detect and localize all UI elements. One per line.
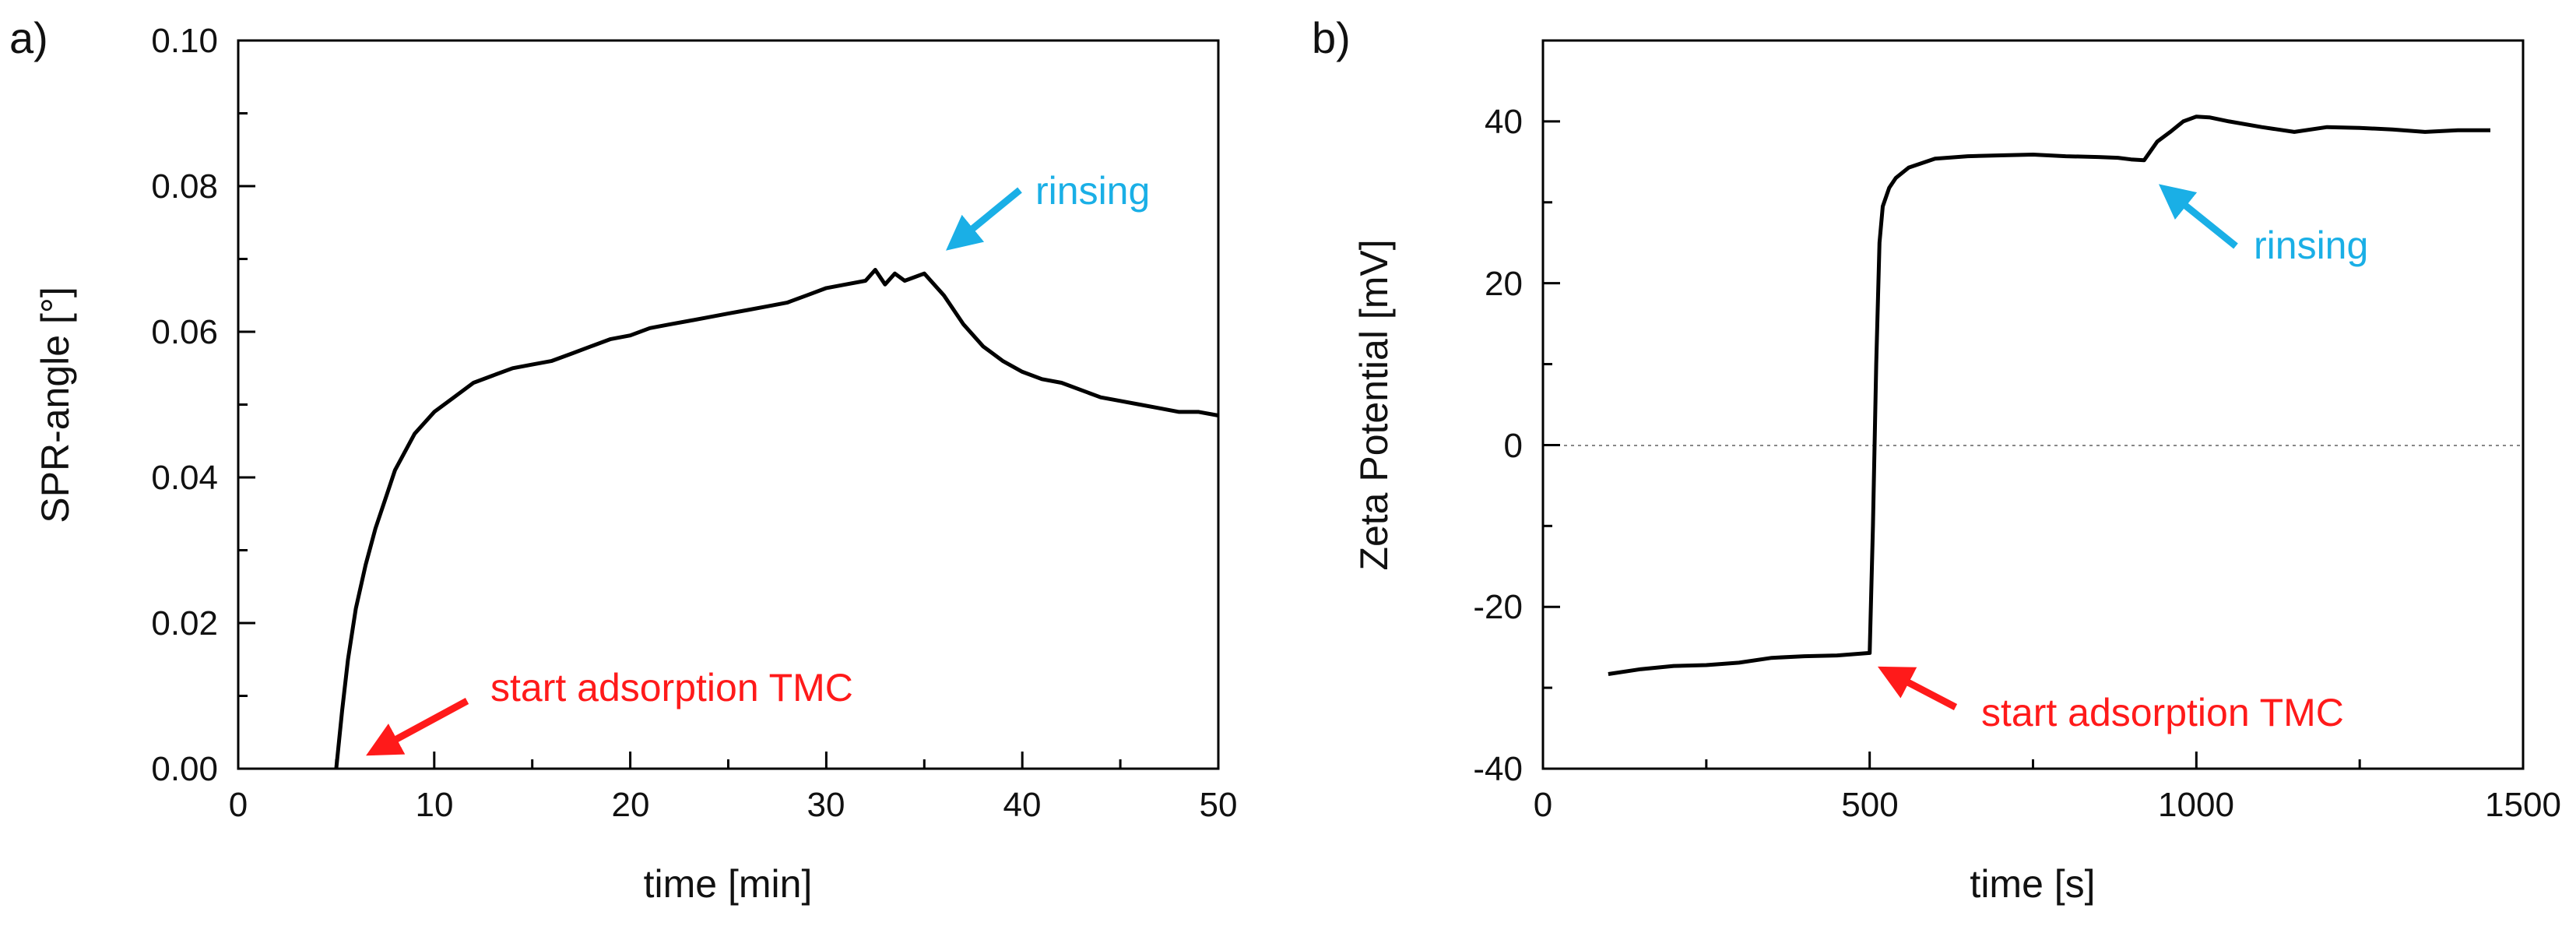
panel-a-y-tick-label: 0.04 [151,459,218,497]
panel-b-plot-frame [1541,39,2525,770]
panel-a-rinsing-label: rinsing [1035,169,1150,213]
panel-b-x-tick-label: 500 [1841,786,1898,824]
panel-a-rinsing-arrow [946,187,1022,251]
panel-a-series-line [334,268,1219,769]
panel-a-start-adsorption-arrow [366,698,469,756]
panel-b-x-tick-label: 1500 [2485,786,2561,824]
panel-a-plot-frame [237,39,1220,770]
panel-b-y-tick-label: 20 [1485,265,1523,303]
panel-b-start-adsorption-arrow [1878,666,1958,710]
panel-a-y-tick-label: 0.10 [151,22,218,60]
panel-a-x-tick-label: 20 [612,786,650,824]
panel-b-y-tick-label: 0 [1504,427,1523,465]
panel-b-y-tick-label: 40 [1485,103,1523,141]
panel-b-start-adsorption-label: start adsorption TMC [1981,691,2344,734]
panel-a-y-tick-label: 0.02 [151,604,218,643]
panel-b-x-axis-title: time [s] [1970,862,2095,906]
panel-b-rinsing-label: rinsing [2254,224,2368,267]
panel-a-label: a) [9,13,48,62]
panel-b-x-tick-label: 0 [1534,786,1552,824]
panel-a: a) 0 10 20 30 40 50 0.00 0.02 0.04 0.06 … [9,13,1237,906]
panel-b-series-line [1608,114,2490,676]
panel-a-y-tick-labels: 0.00 0.02 0.04 0.06 0.08 0.10 [151,22,218,788]
panel-a-x-tick-labels: 0 10 20 30 40 50 [229,786,1238,824]
panel-a-x-tick-label: 0 [229,786,248,824]
panel-b-x-tick-labels: 0 500 1000 1500 [1534,786,2561,824]
panel-a-x-tick-label: 30 [807,786,845,824]
panel-b-y-tick-labels: -40 -20 0 20 40 [1473,103,1523,788]
panel-a-start-adsorption-label: start adsorption TMC [490,666,853,709]
panel-a-x-tick-label: 40 [1003,786,1042,824]
panel-b-label: b) [1312,13,1351,62]
panel-b-ticks [1541,39,2525,770]
panel-b-y-axis-title: Zeta Potential [mV] [1352,239,1396,570]
panel-a-y-axis-title: SPR-angle [°] [33,287,77,523]
panel-a-x-tick-label: 50 [1200,786,1238,824]
panel-b-rinsing-arrow [2158,184,2238,249]
panel-a-x-axis-title: time [min] [644,862,813,906]
panel-b-x-tick-label: 1000 [2158,786,2234,824]
panel-b-y-tick-label: -40 [1473,750,1523,788]
panel-a-y-tick-label: 0.00 [151,750,218,788]
panel-a-y-tick-label: 0.08 [151,167,218,206]
panel-b: b) 0 500 1000 1500 -40 -20 0 20 40 time … [1312,13,2561,906]
panel-a-x-tick-label: 10 [416,786,454,824]
panel-a-y-tick-label: 0.06 [151,313,218,351]
panel-b-y-tick-label: -20 [1473,588,1523,626]
panel-a-ticks [237,39,1220,770]
